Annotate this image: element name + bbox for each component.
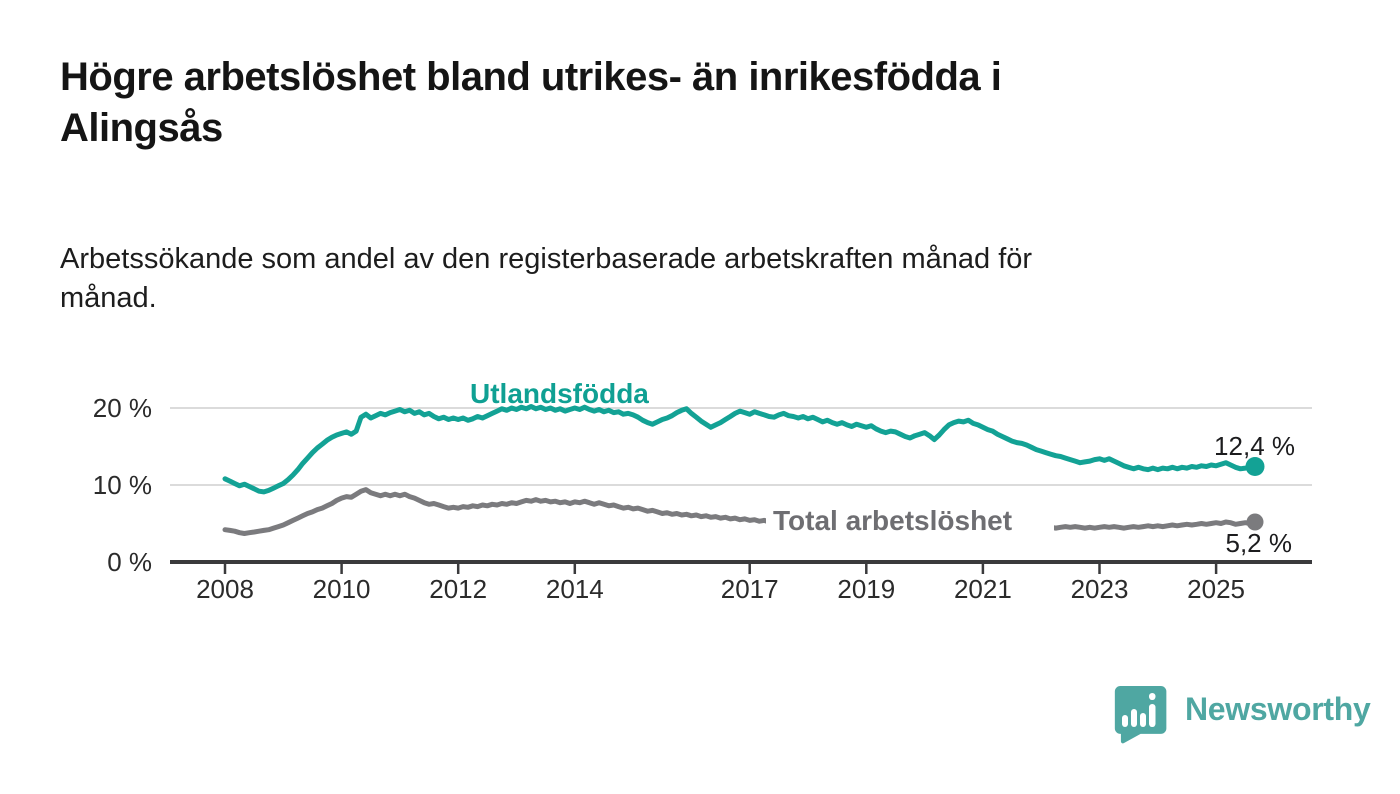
chart-subtitle-line1: Arbetssökande som andel av den registerb… bbox=[60, 243, 1033, 275]
page-title-line2: Alingsås bbox=[60, 106, 223, 150]
chart-subtitle-line2: månad. bbox=[60, 282, 157, 314]
x-axis-label: 2008 bbox=[196, 574, 254, 604]
x-axis-label: 2017 bbox=[721, 574, 779, 604]
value-label-utlandsfodda: 12,4 % bbox=[1214, 431, 1295, 461]
logo-bar-chart-glyph bbox=[1122, 693, 1156, 727]
x-axis-label: 2012 bbox=[429, 574, 487, 604]
page-title-line1: Högre arbetslöshet bland utrikes- än inr… bbox=[60, 55, 1002, 99]
series-total-arbetsloshet-line bbox=[222, 487, 1258, 536]
x-axis-ticks bbox=[223, 562, 1218, 574]
chart-subtitle-lines: Arbetssökande som andel av den registerb… bbox=[60, 240, 1340, 318]
x-axis-label: 2025 bbox=[1187, 574, 1245, 604]
x-axis-label: 2014 bbox=[546, 574, 604, 604]
logo-exclamation-bar bbox=[1149, 704, 1156, 727]
newsworthy-logo-icon bbox=[1114, 686, 1167, 744]
series-label-background bbox=[766, 502, 1054, 539]
x-axis-labels: 2008 2010 2012 2014 2017 2019 2021 2023 2025 bbox=[196, 574, 1245, 604]
series-utlandsfodda-line bbox=[222, 404, 1258, 495]
total-end-dot bbox=[1246, 513, 1264, 531]
series-label-total-arbetsloshet: Total arbetslöshet bbox=[773, 505, 1012, 536]
newsworthy-logo-text: Newsworthy bbox=[1185, 691, 1371, 727]
page-title: Högre arbetslöshet bland utrikes- än inr… bbox=[60, 52, 1340, 154]
x-axis-label: 2019 bbox=[837, 574, 895, 604]
x-axis-label: 2021 bbox=[954, 574, 1012, 604]
y-axis-label-10: 10 % bbox=[93, 470, 152, 500]
x-axis-label: 2023 bbox=[1071, 574, 1129, 604]
utlandsfodda-end-dot bbox=[1245, 457, 1265, 476]
series-label-utlandsfodda: Utlandsfödda bbox=[470, 378, 649, 409]
y-axis-label-0: 0 % bbox=[107, 547, 152, 577]
value-label-total: 5,2 % bbox=[1226, 528, 1293, 558]
line-chart: 2008 2010 2012 2014 2017 2019 2021 2023 2025 0 %… bbox=[93, 378, 1312, 604]
x-axis-label: 2010 bbox=[313, 574, 371, 604]
y-axis-label-20: 20 % bbox=[93, 393, 152, 423]
newsworthy-logo: Newsworthy bbox=[1113, 686, 1371, 750]
logo-exclamation-dot bbox=[1149, 693, 1156, 700]
